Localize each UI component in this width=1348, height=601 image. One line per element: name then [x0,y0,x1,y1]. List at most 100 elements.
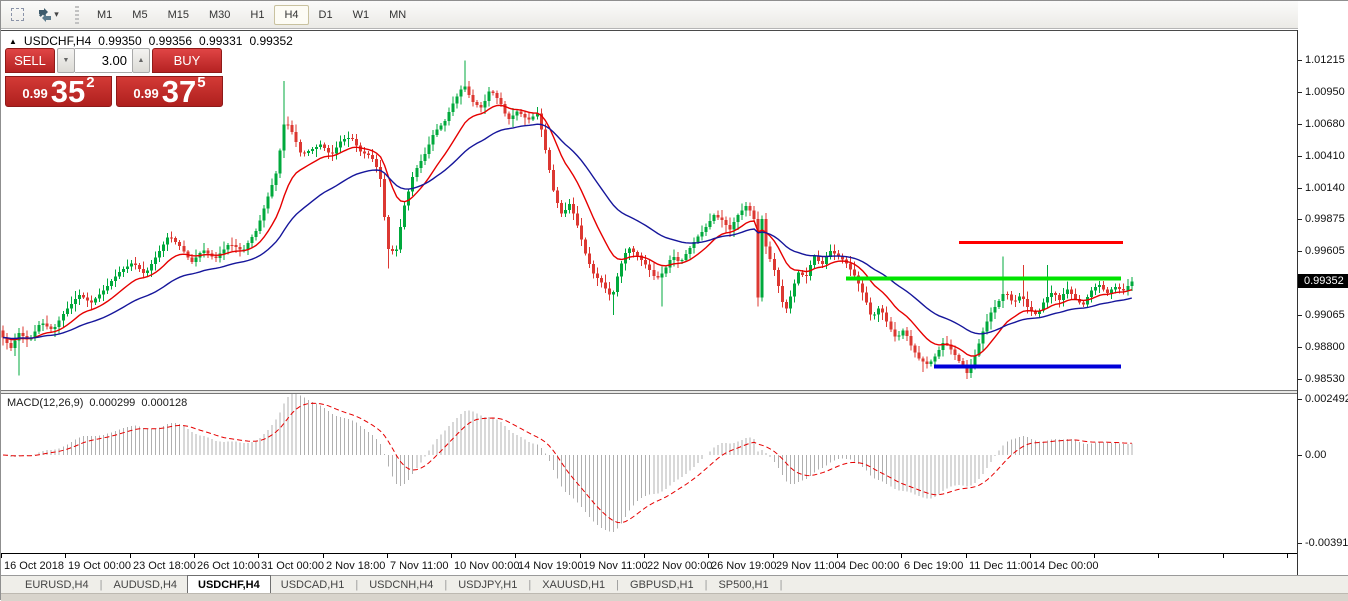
tab-separator: | [616,578,620,591]
chart-frame-top [1,30,1348,31]
macd-signal-value: 0.000128 [141,397,188,409]
time-tick [1158,554,1159,558]
macd-histogram [6,394,1133,532]
macd-indicator-label: MACD(12,26,9) 0.000299 0.000128 [7,397,187,409]
time-axis[interactable]: 16 Oct 2018 19 Oct 00:00 23 Oct 18:00 26 Oc… [1,553,1297,575]
time-axis-label: 23 Oct 18:00 [133,560,196,572]
selection-tool-button[interactable] [5,4,29,26]
timeframe-button-h1[interactable]: H1 [250,8,265,21]
time-tick [387,554,388,558]
timeframe-button-m1[interactable]: M1 [97,8,113,21]
volume-decrement-button[interactable]: ▼ [57,48,75,73]
time-axis-label: 31 Oct 00:00 [261,560,324,572]
price-axis-label: 1.00680 [1305,117,1345,130]
macd-name: MACD(12,26,9) [7,397,84,409]
chart-tab-bar: EURUSD,H4 | AUDUSD,H4 USDCHF,H4 USDCAD,H1 | US… [1,575,1348,593]
toolbar-grip-handle[interactable] [75,5,79,24]
buy-price-box[interactable]: 0.99 37 5 [116,74,223,107]
time-axis-label: 26 Nov 19:00 [711,560,777,572]
price-tick [1298,379,1302,380]
time-axis-label: 2 Nov 18:00 [326,560,386,572]
timeframe-button-mn[interactable]: MN [389,8,407,21]
current-price-tag: 0.99352 [1298,274,1348,289]
chart-tab-usdcnh[interactable]: USDCNH,H4 [369,578,434,591]
timeframe-button-d1[interactable]: D1 [318,8,333,21]
sell-price-box[interactable]: 0.99 35 2 [5,74,112,109]
chart-tab-usdjpy[interactable]: USDJPY,H1 [458,578,518,591]
time-tick [65,554,66,558]
time-tick [1223,554,1224,558]
time-axis-label: 14 Dec 00:00 [1033,560,1099,572]
time-tick [644,554,645,558]
tab-separator: | [355,578,359,591]
macd-tick [1298,542,1302,544]
ohlc-high: 0.99356 [148,34,193,48]
price-axis-label: 0.99605 [1305,245,1345,258]
ohlc-open: 0.99350 [98,34,142,48]
price-tick [1298,91,1302,93]
price-tick [1298,346,1302,348]
price-axis-label: 1.00950 [1305,85,1345,98]
buy-button[interactable]: BUY [152,48,222,73]
timeframe-button-h4[interactable]: H4 [274,4,309,25]
bottom-strip [1,593,1348,601]
time-tick [708,554,709,558]
chart-tab-eurusd[interactable]: EURUSD,H4 [25,578,89,591]
time-tick [130,554,131,558]
ma-slow-line [2,123,1132,340]
time-axis-label: 4 Dec 00:00 [840,560,900,572]
time-axis-label: 16 Oct 2018 [4,560,64,572]
timeframe-button-group: M1 M5 M15 M30 H1 H4 D1 W1 MN [87,4,416,25]
price-tick [1298,123,1302,125]
tab-separator: | [528,578,532,591]
price-axis-label: 0.98800 [1305,340,1345,353]
symbols-tool-button[interactable]: ▾ [31,4,65,26]
time-tick [1030,554,1031,558]
price-tick [1298,251,1302,253]
time-axis-label: 14 Nov 19:00 [518,560,584,572]
volume-stepper: ▼ ▲ [57,48,150,73]
time-axis-label: 22 Nov 00:00 [647,560,713,572]
time-tick [258,554,259,558]
time-tick [1,554,2,558]
chart-tab-usdcad[interactable]: USDCAD,H1 [280,578,345,591]
macd-tick [1298,455,1302,456]
price-axis-label: 1.00140 [1305,181,1345,194]
price-axis[interactable]: 1.01215 1.00950 1.00680 1.00410 1.00140 0.998… [1298,1,1348,575]
macd-tick [1298,399,1302,401]
chart-tab-sp500[interactable]: SP500,H1 [718,578,769,591]
chart-tab-audusd[interactable]: AUDUSD,H4 [113,578,178,591]
price-axis-label: 1.01215 [1305,54,1345,67]
tab-separator: | [704,578,708,591]
timeframe-button-w1[interactable]: W1 [352,8,370,21]
sell-price-big: 35 [50,74,86,109]
price-axis-label: 0.99065 [1305,309,1345,322]
time-axis-label: 19 Nov 11:00 [583,560,648,572]
time-tick [580,554,581,558]
time-tick [194,554,195,558]
time-axis-label: 19 Oct 00:00 [68,560,131,572]
macd-signal-line [2,402,1132,524]
time-axis-label: 26 Oct 10:00 [197,560,260,572]
timeframe-button-m30[interactable]: M30 [208,8,231,21]
sell-button[interactable]: SELL [5,48,55,73]
price-tick [1298,155,1302,157]
price-tick [1298,315,1302,317]
chart-symbol-label: USDCHF,H4 [23,34,92,48]
time-axis-label: 11 Dec 11:00 [969,560,1033,572]
time-axis-label: 7 Nov 11:00 [390,560,449,572]
macd-indicator-pane[interactable] [1,394,1297,553]
timeframe-button-m15[interactable]: M15 [167,8,189,21]
trade-panel-prices: 0.99 35 2 0.99 37 5 [5,74,224,109]
chart-tab-gbpusd[interactable]: GBPUSD,H1 [630,578,694,591]
chart-tab-usdchf[interactable]: USDCHF,H4 [187,575,271,593]
pane-divider[interactable] [1,390,1297,394]
chart-tab-xauusd[interactable]: XAUUSD,H1 [542,578,606,591]
volume-input[interactable] [75,48,132,73]
collapse-panel-icon[interactable]: ▲ [9,36,17,46]
dropdown-caret-icon: ▾ [54,9,59,19]
time-tick [837,554,838,558]
volume-increment-button[interactable]: ▲ [132,48,150,73]
timeframe-button-m5[interactable]: M5 [132,8,148,21]
